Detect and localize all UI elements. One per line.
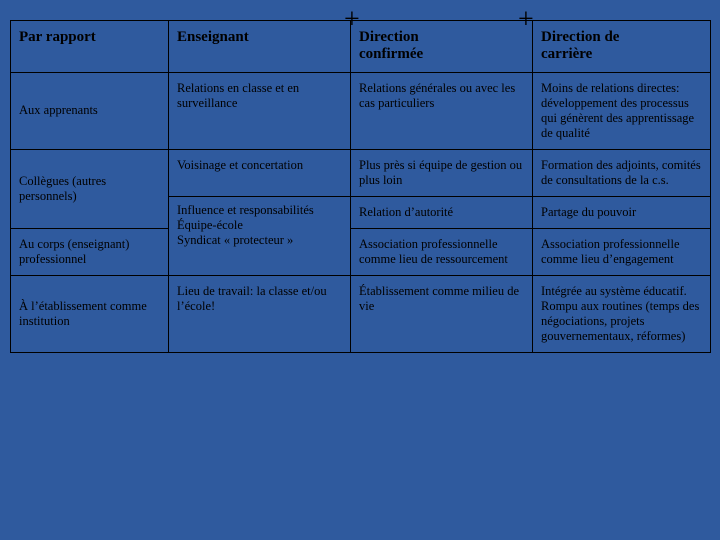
- table-row: Collègues (autres personnels) Voisinage …: [11, 149, 711, 196]
- cell: Plus près si équipe de gestion ou plus l…: [351, 149, 533, 196]
- cell: Relations en classe et en surveillance: [169, 72, 351, 149]
- header-direction-confirmee: Direction confirmée: [351, 21, 533, 73]
- cell: Établissement comme milieu de vie: [351, 275, 533, 352]
- comparison-table: Par rapport Enseignant Direction confirm…: [10, 20, 711, 353]
- cell-influence-line: Influence et responsabilités: [177, 203, 314, 217]
- slide-stage: + + Par rapport Enseignant Direction con…: [0, 0, 720, 540]
- plus-symbol-1: +: [344, 6, 360, 34]
- header-carriere-l2: carrière: [541, 46, 704, 63]
- row-label-apprenants: Aux apprenants: [11, 72, 169, 149]
- cell: Partage du pouvoir: [533, 196, 711, 228]
- cell: Relations générales ou avec les cas part…: [351, 72, 533, 149]
- header-par-rapport: Par rapport: [11, 21, 169, 73]
- cell: Relation d’autorité: [351, 196, 533, 228]
- header-direction-carriere: Direction de carrière: [533, 21, 711, 73]
- header-enseignant: Enseignant: [169, 21, 351, 73]
- table-row: À l’établissement comme institution Lieu…: [11, 275, 711, 352]
- cell: Intégrée au système éducatif. Rompu aux …: [533, 275, 711, 352]
- cell: Formation des adjoints, comités de consu…: [533, 149, 711, 196]
- cell-equipe-line: Équipe-écoleSyndicat « protecteur »: [177, 218, 293, 247]
- row-label-collegues: Collègues (autres personnels): [11, 149, 169, 228]
- row-label-etablissement: À l’établissement comme institution: [11, 275, 169, 352]
- cell-influence-combined: Influence et responsabilités Équipe-écol…: [169, 196, 351, 275]
- cell: Association professionnelle comme lieu d…: [533, 228, 711, 275]
- cell: Lieu de travail: la classe et/ou l’école…: [169, 275, 351, 352]
- row-label-corps: Au corps (enseignant) professionnel: [11, 228, 169, 275]
- header-direction-l1: Direction: [359, 29, 526, 46]
- table-row: Au corps (enseignant) professionnel Asso…: [11, 228, 711, 275]
- plus-symbol-2: +: [518, 6, 534, 34]
- header-carriere-l1: Direction de: [541, 29, 704, 46]
- cell: Voisinage et concertation: [169, 149, 351, 196]
- cell: Moins de relations directes: développeme…: [533, 72, 711, 149]
- table-row: Aux apprenants Relations en classe et en…: [11, 72, 711, 149]
- header-direction-l2: confirmée: [359, 46, 526, 63]
- table-header-row: Par rapport Enseignant Direction confirm…: [11, 21, 711, 73]
- cell: Association professionnelle comme lieu d…: [351, 228, 533, 275]
